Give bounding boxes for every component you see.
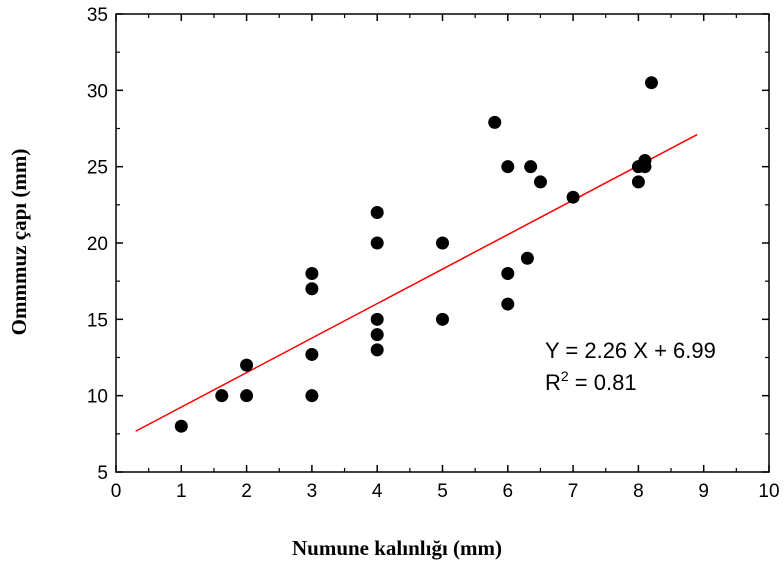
- y-tick-label: 30: [87, 81, 108, 102]
- axis-labels: 0 1 2 3 4 5 6 7 8 9 10 5 10 15 20 25 30 35: [87, 5, 780, 502]
- data-point: [436, 236, 449, 250]
- x-tick-label: 7: [568, 481, 579, 502]
- data-point: [524, 160, 538, 174]
- r2-prefix: R: [545, 370, 561, 395]
- data-point: [533, 175, 547, 189]
- data-point: [240, 389, 254, 403]
- r2-value: = 0.81: [569, 370, 637, 395]
- data-point: [305, 389, 319, 403]
- data-point: [215, 389, 229, 403]
- fit-line-layer: [135, 133, 698, 432]
- data-point: [638, 154, 652, 168]
- data-point: [631, 175, 645, 189]
- x-tick-label: 0: [111, 481, 122, 502]
- y-tick-label: 20: [87, 234, 108, 255]
- x-tick-label: 5: [437, 481, 448, 502]
- data-point: [305, 347, 319, 361]
- y-tick-label: 15: [87, 310, 108, 331]
- x-axis-title: Numune kalınlığı (mm): [292, 536, 502, 560]
- data-point: [240, 358, 254, 372]
- data-point: [488, 115, 502, 129]
- data-point: [174, 419, 188, 433]
- data-point: [520, 251, 534, 265]
- regression-line: [135, 133, 698, 432]
- x-tick-label: 6: [503, 481, 514, 502]
- data-point: [436, 312, 449, 326]
- data-point: [370, 343, 384, 357]
- r-squared-label: R2 = 0.81: [545, 368, 637, 395]
- x-tick-label: 8: [633, 481, 644, 502]
- data-points: [174, 76, 658, 433]
- x-tick-label: 4: [372, 481, 383, 502]
- data-point: [644, 76, 658, 90]
- data-point: [370, 312, 384, 326]
- y-tick-label: 25: [87, 158, 108, 179]
- data-point: [566, 190, 580, 204]
- x-tick-label: 2: [241, 481, 252, 502]
- data-point: [370, 328, 384, 342]
- x-tick-label: 10: [758, 481, 779, 502]
- y-tick-label: 10: [87, 387, 108, 408]
- x-tick-label: 1: [176, 481, 187, 502]
- regression-equation: Y = 2.26 X + 6.99: [545, 338, 716, 363]
- data-point: [501, 160, 515, 174]
- data-point: [370, 205, 384, 219]
- axes: [115, 13, 770, 473]
- x-tick-label: 3: [307, 481, 318, 502]
- y-tick-label: 35: [87, 5, 108, 26]
- y-axis-title: Ommmuz çapı (mm): [7, 149, 31, 336]
- data-point: [501, 267, 515, 281]
- r2-superscript: 2: [561, 368, 569, 384]
- x-tick-label: 9: [698, 481, 709, 502]
- data-point: [305, 267, 319, 281]
- data-point: [370, 236, 384, 250]
- y-tick-label: 5: [97, 463, 108, 484]
- data-point: [501, 297, 515, 311]
- data-point: [305, 282, 319, 296]
